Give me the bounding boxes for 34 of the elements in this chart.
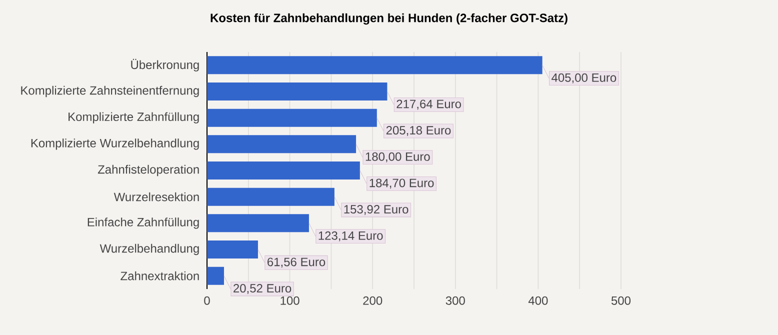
bar	[207, 135, 356, 154]
x-tick-label: 0	[204, 296, 210, 305]
data-label: 153,92 Euro	[344, 205, 408, 215]
y-tick-label: Wurzelresektion	[114, 192, 199, 202]
bar	[207, 162, 360, 180]
y-tick-label: Komplizierte Zahnsteinentfernung	[21, 86, 199, 98]
x-tick-label: 300	[446, 296, 465, 305]
data-label: 123,14 Euro	[318, 231, 383, 242]
bar	[207, 266, 224, 285]
bar	[207, 82, 388, 100]
data-label: 184,70 Euro	[370, 178, 434, 189]
bar	[207, 188, 334, 206]
y-tick-label: Einfache Zahnfüllung	[88, 218, 199, 229]
bar	[207, 108, 377, 127]
y-tick-label: Zahnfisteloperation	[98, 164, 199, 176]
x-tick-label: 500	[611, 296, 631, 305]
y-tick-label: Komplizierte Wurzelbehandlung	[31, 138, 199, 150]
data-label: 217,64 Euro	[396, 100, 461, 110]
data-label: 205,18 Euro	[386, 126, 451, 136]
y-tick-label: Wurzelbehandlung	[100, 244, 199, 256]
x-tick-label: 100	[280, 296, 300, 305]
bar	[207, 56, 542, 74]
data-label: 20,52 Euro	[234, 284, 292, 294]
x-tick-label: 400	[528, 296, 548, 305]
data-label: 61,56 Euro	[268, 258, 326, 268]
bar	[207, 214, 309, 232]
y-tick-label: Komplizierte Zahnfüllung	[68, 112, 199, 124]
x-tick-label: 200	[363, 296, 382, 305]
data-label: 180,00 Euro	[366, 152, 430, 162]
y-tick-label: Überkronung	[131, 58, 199, 72]
y-tick-label: Zahnextraktion	[120, 271, 199, 280]
bar	[207, 240, 258, 258]
data-label: 405,00 Euro	[552, 73, 616, 84]
chart-title: Kosten für Zahnbehandlungen bei Hunden (2-facher GOT-Satz)	[210, 13, 568, 25]
